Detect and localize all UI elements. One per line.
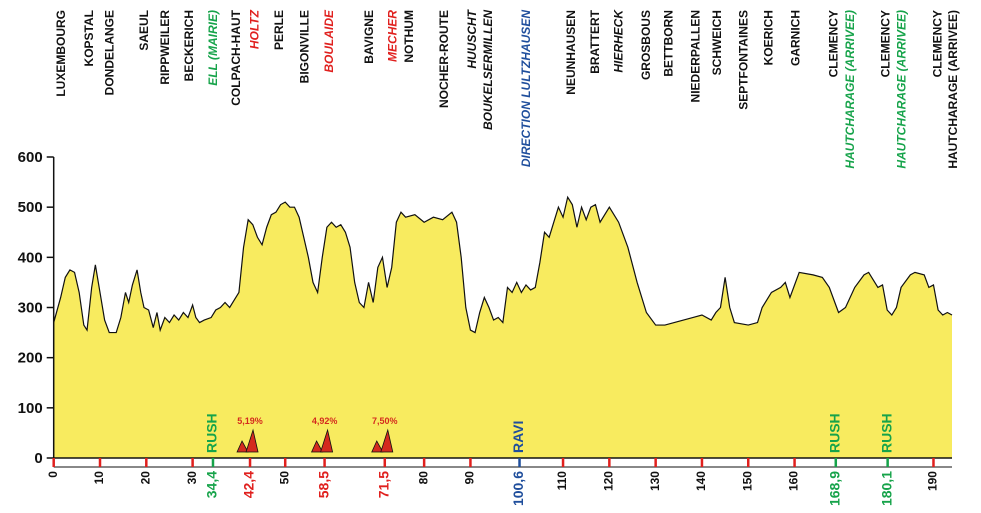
place-label: RIPPWEILER xyxy=(158,10,172,85)
place-label: HAUTCHARAGE (ARRIVEE) xyxy=(946,10,960,169)
place-label: HAUTCHARAGE (ARRIVEE) xyxy=(895,10,909,169)
x-tick-label: 150 xyxy=(740,471,754,491)
x-tick-label: 130 xyxy=(648,471,662,491)
place-label: HAUTCHARAGE (ARRIVEE) xyxy=(843,10,857,169)
place-label: BETTBORN xyxy=(662,10,676,77)
x-tick-label: 100,6 xyxy=(510,471,526,506)
place-label: BOULAIDE xyxy=(322,9,336,73)
place-label: SAEUL xyxy=(137,10,151,51)
place-label: CLEMENCY xyxy=(930,10,944,77)
place-label: DONDELANGE xyxy=(102,10,116,95)
x-tick-label: 58,5 xyxy=(315,471,331,498)
place-label: SCHWEICH xyxy=(710,10,724,75)
place-label: LUXEMBOURG xyxy=(54,10,68,97)
place-label: SEPTFONTAINES xyxy=(737,10,751,110)
y-tick-label: 300 xyxy=(18,300,43,317)
point-label: RAVI xyxy=(510,421,526,453)
climb-big xyxy=(245,428,259,453)
place-label: HOLTZ xyxy=(247,9,261,49)
place-label: KOPSTAL xyxy=(82,10,96,66)
x-tick-label: 71,5 xyxy=(375,471,391,498)
place-label: GROSBOUS xyxy=(639,10,653,80)
place-label: BIGONVILLE xyxy=(297,10,311,83)
climb-big xyxy=(320,428,334,453)
place-label: NEUNHAUSEN xyxy=(564,10,578,95)
place-label: NOTHUM xyxy=(402,10,416,63)
climb-grade: 5,19% xyxy=(237,416,263,426)
place-label: MECHER xyxy=(385,10,399,62)
place-label: NOCHER-ROUTE xyxy=(437,10,451,108)
place-label: ELL (MAIRIE) xyxy=(206,10,220,86)
place-label: DIRECTION LULTZHAUSEN xyxy=(519,10,533,167)
x-tick-label: 80 xyxy=(416,471,430,485)
y-tick-label: 400 xyxy=(18,249,43,266)
place-label: BOUKELSERMILLEN xyxy=(481,10,495,130)
x-tick-label: 30 xyxy=(185,471,199,485)
y-tick-label: 0 xyxy=(34,450,42,467)
climb-grade: 7,50% xyxy=(372,416,398,426)
place-label: HIERHECK xyxy=(612,9,626,73)
climb-big xyxy=(380,428,394,453)
place-label: COLPACH-HAUT xyxy=(229,9,243,105)
place-label: PERLE xyxy=(272,10,286,50)
climb-small xyxy=(371,440,384,453)
y-tick-label: 600 xyxy=(18,149,43,166)
elevation-line xyxy=(53,195,953,334)
climb-grade: 4,92% xyxy=(312,416,338,426)
x-tick-label: 42,4 xyxy=(241,471,257,498)
x-tick-label: 10 xyxy=(92,471,106,485)
place-label: KOERICH xyxy=(762,10,776,65)
x-tick-label: 160 xyxy=(787,471,801,491)
point-label: RUSH xyxy=(878,413,894,453)
x-tick-label: 20 xyxy=(138,471,152,485)
x-tick-label: 50 xyxy=(277,471,291,485)
climb-small xyxy=(236,440,249,453)
y-tick-label: 200 xyxy=(18,350,43,367)
y-tick-label: 500 xyxy=(18,199,43,216)
x-tick-label: 90 xyxy=(463,471,477,485)
y-tick-label: 100 xyxy=(18,400,43,417)
place-label: CLEMENCY xyxy=(827,10,841,77)
place-label: GARNICH xyxy=(789,10,803,66)
place-label: CLEMENCY xyxy=(878,10,892,77)
place-label: NIEDERPALLEN xyxy=(689,10,703,102)
x-tick-label: 0 xyxy=(46,471,60,478)
elevation-area xyxy=(53,197,952,458)
x-tick-label: 180,1 xyxy=(878,471,894,506)
place-label: BRATTERT xyxy=(588,9,602,73)
x-tick-label: 120 xyxy=(602,471,616,491)
climb-small xyxy=(310,440,324,453)
x-tick-label: 34,4 xyxy=(204,471,220,498)
place-label: BECKERICH xyxy=(182,10,196,81)
km-ruler xyxy=(53,458,952,467)
place-label: BAVIGNE xyxy=(362,10,376,64)
x-tick-label: 168,9 xyxy=(826,471,842,506)
x-tick-label: 140 xyxy=(694,471,708,491)
x-tick-label: 110 xyxy=(555,471,569,491)
point-label: RUSH xyxy=(204,413,220,453)
place-label: HUUSCHT xyxy=(465,8,479,68)
point-label: RUSH xyxy=(826,413,842,453)
x-tick-label: 190 xyxy=(926,471,940,491)
